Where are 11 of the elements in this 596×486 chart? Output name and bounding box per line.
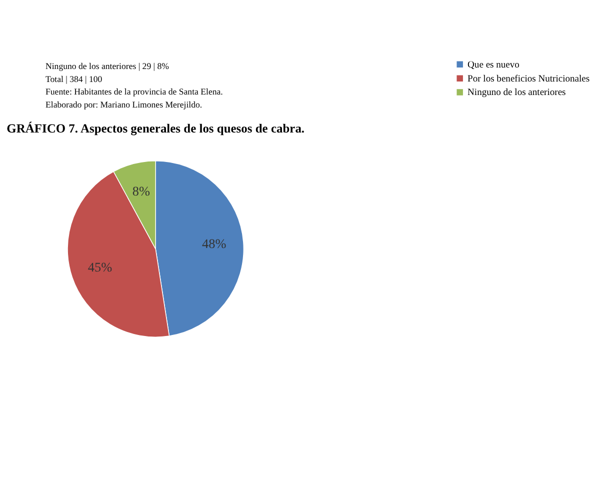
text: GRÁFICO 7. Aspectos generales de los quesos de cabra. (6, 121, 305, 136)
data-label: 45% (88, 259, 112, 274)
data-label: 8% (132, 184, 150, 199)
text: Ninguno de los anteriores | 29 | 8% (46, 60, 170, 71)
data-label: 48% (202, 236, 226, 252)
legend-label: Ninguno de los anteriores (468, 87, 566, 98)
text: Total | 384 | 100 (46, 74, 103, 84)
legend-label: Por los beneficios Nutricionales (468, 73, 590, 84)
text: Elaborado por: Mariano Limones Merejildo. (46, 100, 202, 110)
legend-label: Que es nuevo (468, 59, 520, 70)
source-note: Fuente: Habitantes de la provincia de Santa Elena. (46, 86, 223, 97)
